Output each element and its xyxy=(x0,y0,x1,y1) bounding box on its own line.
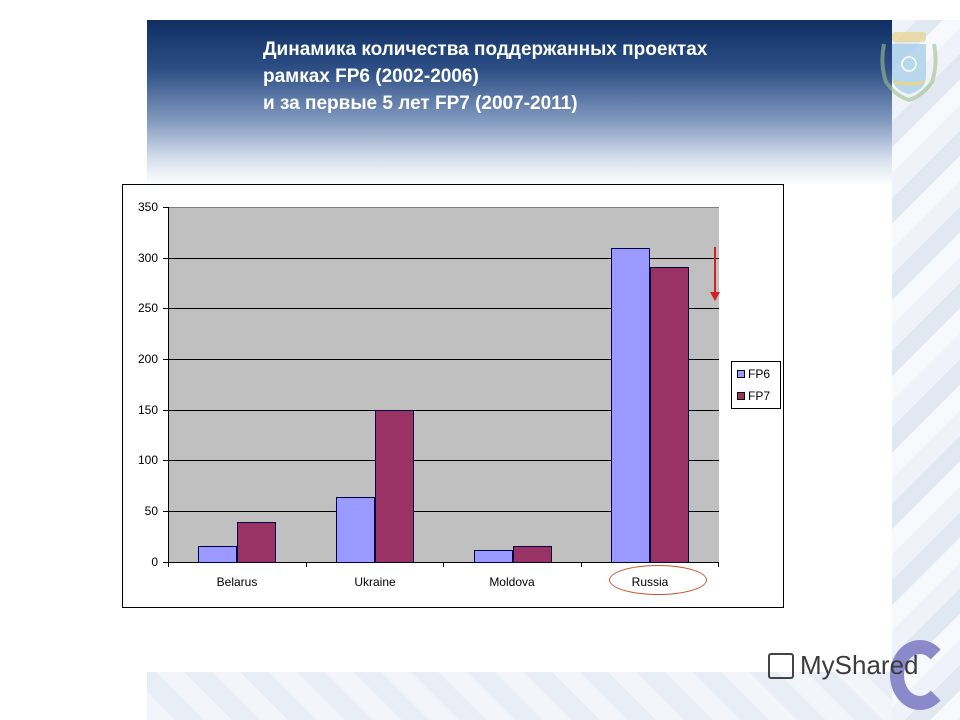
arrowhead-icon xyxy=(710,292,720,301)
y-tick xyxy=(163,258,168,259)
gridline-300 xyxy=(168,258,719,259)
x-tick xyxy=(443,562,444,567)
y-tick xyxy=(163,511,168,512)
y-tick xyxy=(163,562,168,563)
bar-fp6-belarus xyxy=(198,546,237,563)
watermark: MyShared xyxy=(768,650,919,681)
x-tick xyxy=(581,562,582,567)
y-tick-label: 150 xyxy=(137,403,158,417)
watermark-text: MyShared xyxy=(800,650,919,680)
bottom-decoration xyxy=(147,672,892,720)
y-tick-label: 200 xyxy=(137,352,158,366)
bar-fp7-ukraine xyxy=(375,410,414,563)
title-line-2: рамках FP6 (2002-2006) xyxy=(263,66,479,87)
legend-item-fp6: FP6 xyxy=(737,367,770,381)
gridline-150 xyxy=(168,410,719,411)
y-tick-label: 100 xyxy=(137,453,158,467)
legend: FP6 FP7 xyxy=(731,361,781,409)
down-arrow-icon xyxy=(714,247,716,295)
gridline-100 xyxy=(168,460,719,461)
y-tick xyxy=(163,460,168,461)
bar-fp6-russia xyxy=(611,248,650,563)
ric-logo-icon xyxy=(890,640,950,710)
legend-label-fp6: FP6 xyxy=(748,367,771,381)
coat-of-arms-icon xyxy=(880,32,938,102)
x-tick xyxy=(718,562,719,567)
y-tick-label: 250 xyxy=(137,301,158,315)
side-decoration xyxy=(892,20,960,720)
y-tick-label: 0 xyxy=(151,555,158,569)
x-label-ukraine: Ukraine xyxy=(354,575,396,589)
x-label-belarus: Belarus xyxy=(216,575,258,589)
bar-fp7-belarus xyxy=(237,522,276,563)
y-tick-label: 300 xyxy=(137,251,158,265)
x-tick xyxy=(306,562,307,567)
x-label-moldova: Moldova xyxy=(489,575,535,589)
bar-fp6-moldova xyxy=(474,550,513,563)
legend-label-fp7: FP7 xyxy=(748,389,771,403)
y-tick xyxy=(163,207,168,208)
presentation-icon xyxy=(768,652,794,679)
header-band xyxy=(147,20,892,185)
y-tick xyxy=(163,359,168,360)
y-tick xyxy=(163,410,168,411)
y-tick-label: 50 xyxy=(144,504,158,518)
legend-swatch-fp7 xyxy=(737,392,745,400)
gridline-50 xyxy=(168,511,719,512)
title-line-1: Динамика количества поддержанных проекта… xyxy=(263,39,708,60)
bar-fp7-russia xyxy=(650,267,689,563)
x-tick xyxy=(168,562,169,567)
y-tick-label: 350 xyxy=(137,200,158,214)
legend-swatch-fp6 xyxy=(737,370,745,378)
gridline-250 xyxy=(168,308,719,309)
legend-item-fp7: FP7 xyxy=(737,389,770,403)
russia-highlight-ellipse xyxy=(609,565,707,595)
bar-fp7-moldova xyxy=(513,546,552,563)
slide-title: Динамика количества поддержанных проекта… xyxy=(263,36,707,117)
y-tick xyxy=(163,308,168,309)
title-line-3: и за первые 5 лет FP7 (2007-2011) xyxy=(263,93,578,114)
bar-fp6-ukraine xyxy=(336,497,375,563)
gridline-200 xyxy=(168,359,719,360)
y-axis xyxy=(168,207,169,563)
